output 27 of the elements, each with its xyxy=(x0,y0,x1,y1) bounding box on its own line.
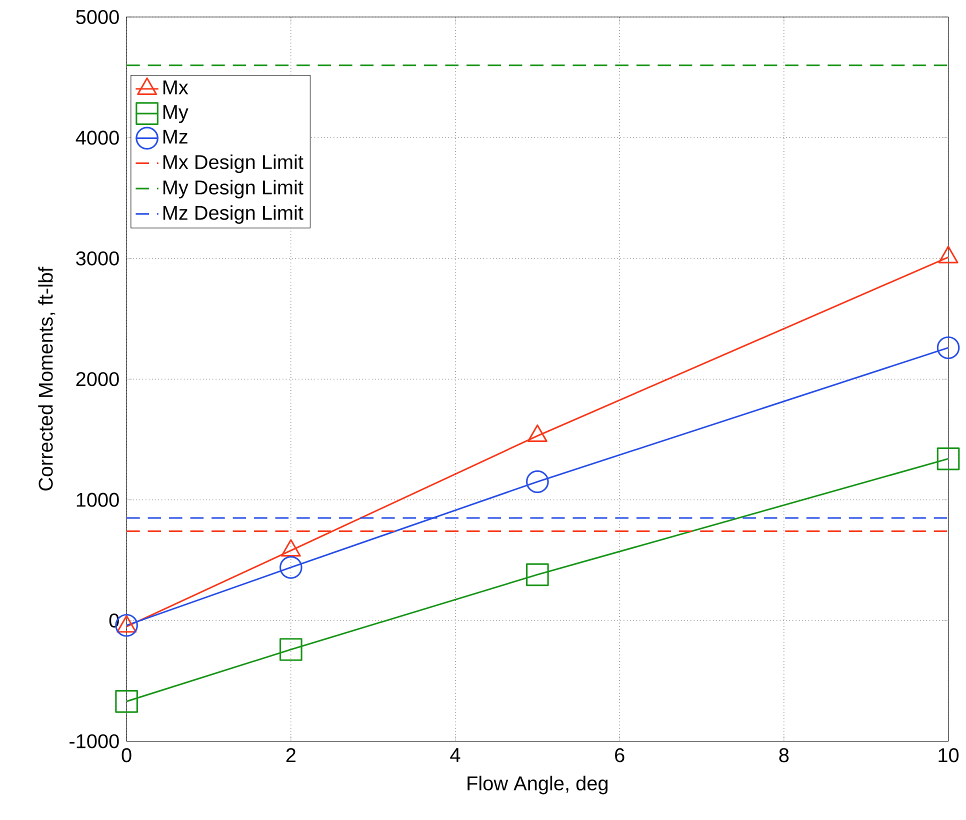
y-tick-label: 4000 xyxy=(76,130,119,145)
legend-label: Mx xyxy=(163,80,188,94)
legend-label: Mz xyxy=(163,130,188,144)
point xyxy=(279,556,302,579)
x-tick-label: 4 xyxy=(450,748,460,762)
x-tick-label: 0 xyxy=(122,748,132,762)
legend-label: Mz Design Limit xyxy=(163,205,304,224)
y-axis-title: Corrected Moments, ft-lbf xyxy=(38,266,56,490)
point xyxy=(936,447,960,470)
y-tick-label: 1000 xyxy=(76,492,119,507)
point xyxy=(526,470,549,494)
y-tick-label: 5000 xyxy=(76,10,119,24)
x-tick-label: 8 xyxy=(779,748,789,762)
legend-label: My xyxy=(163,105,188,123)
point xyxy=(115,690,138,713)
legend-label: My Design Limit xyxy=(163,180,304,198)
y-tick-label: 2000 xyxy=(76,372,119,386)
y-tick-label: -1000 xyxy=(70,734,119,748)
y-tick-label: 3000 xyxy=(76,251,119,266)
point xyxy=(526,563,549,586)
x-tick-label: 2 xyxy=(286,748,296,762)
x-tick-label: 6 xyxy=(615,748,624,762)
legend-label: Mx Design Limit xyxy=(163,154,304,173)
x-tick-label: 10 xyxy=(938,748,959,762)
x-axis-title: Flow Angle, deg xyxy=(468,776,608,794)
point xyxy=(279,638,302,661)
point xyxy=(936,336,960,360)
